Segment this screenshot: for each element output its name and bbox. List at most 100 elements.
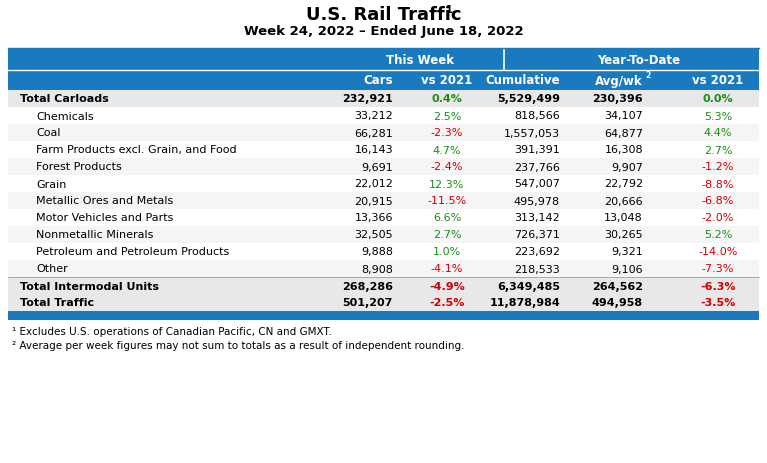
Text: 9,691: 9,691 xyxy=(361,162,393,172)
Text: Other: Other xyxy=(36,264,67,274)
Text: 33,212: 33,212 xyxy=(354,111,393,121)
Text: -4.1%: -4.1% xyxy=(431,264,463,274)
Bar xyxy=(8,193,759,210)
Text: Total Traffic: Total Traffic xyxy=(20,298,94,308)
Text: 232,921: 232,921 xyxy=(342,94,393,104)
Text: 12.3%: 12.3% xyxy=(430,179,465,189)
Text: 16,308: 16,308 xyxy=(604,145,643,155)
Text: 2.5%: 2.5% xyxy=(433,111,461,121)
Text: Avg/wk: Avg/wk xyxy=(595,75,643,88)
Text: 32,505: 32,505 xyxy=(354,230,393,240)
Text: -2.0%: -2.0% xyxy=(702,213,734,223)
Text: 4.7%: 4.7% xyxy=(433,145,461,155)
Text: vs 2021: vs 2021 xyxy=(421,75,472,88)
Text: ² Average per week figures may not sum to totals as a result of independent roun: ² Average per week figures may not sum t… xyxy=(12,340,465,350)
Text: 5.2%: 5.2% xyxy=(704,230,732,240)
Text: -2.3%: -2.3% xyxy=(431,128,463,138)
Text: Metallic Ores and Metals: Metallic Ores and Metals xyxy=(36,196,173,206)
Text: vs 2021: vs 2021 xyxy=(693,75,744,88)
Bar xyxy=(8,260,759,277)
Bar xyxy=(8,159,759,175)
Text: Cars: Cars xyxy=(364,75,393,88)
Text: Grain: Grain xyxy=(36,179,67,189)
Text: 20,666: 20,666 xyxy=(604,196,643,206)
Text: Year-To-Date: Year-To-Date xyxy=(597,53,680,66)
Bar xyxy=(8,294,759,311)
Text: 6,349,485: 6,349,485 xyxy=(497,281,560,291)
Text: 494,958: 494,958 xyxy=(592,298,643,308)
Text: Cumulative: Cumulative xyxy=(486,75,560,88)
Text: 237,766: 237,766 xyxy=(514,162,560,172)
Text: 264,562: 264,562 xyxy=(592,281,643,291)
Text: 495,978: 495,978 xyxy=(514,196,560,206)
Text: Chemicals: Chemicals xyxy=(36,111,94,121)
Text: 30,265: 30,265 xyxy=(604,230,643,240)
Text: 11,878,984: 11,878,984 xyxy=(489,298,560,308)
Bar xyxy=(8,49,759,71)
Bar xyxy=(8,142,759,159)
Text: Nonmetallic Minerals: Nonmetallic Minerals xyxy=(36,230,153,240)
Text: 66,281: 66,281 xyxy=(354,128,393,138)
Text: 64,877: 64,877 xyxy=(604,128,643,138)
Text: 501,207: 501,207 xyxy=(343,298,393,308)
Text: 223,692: 223,692 xyxy=(514,247,560,257)
Text: 0.4%: 0.4% xyxy=(432,94,463,104)
Text: Total Intermodal Units: Total Intermodal Units xyxy=(20,281,159,291)
Text: 9,106: 9,106 xyxy=(611,264,643,274)
Text: 13,366: 13,366 xyxy=(354,213,393,223)
Text: 5,529,499: 5,529,499 xyxy=(497,94,560,104)
Text: 8,908: 8,908 xyxy=(361,264,393,274)
Bar xyxy=(8,108,759,125)
Text: -11.5%: -11.5% xyxy=(427,196,466,206)
Text: Coal: Coal xyxy=(36,128,61,138)
Bar xyxy=(8,311,759,320)
Text: Motor Vehicles and Parts: Motor Vehicles and Parts xyxy=(36,213,173,223)
Text: Forest Products: Forest Products xyxy=(36,162,122,172)
Bar xyxy=(8,277,759,294)
Text: ¹ Excludes U.S. operations of Canadian Pacific, CN and GMXT.: ¹ Excludes U.S. operations of Canadian P… xyxy=(12,326,332,336)
Text: 34,107: 34,107 xyxy=(604,111,643,121)
Bar xyxy=(8,125,759,142)
Text: 16,143: 16,143 xyxy=(354,145,393,155)
Text: 230,396: 230,396 xyxy=(592,94,643,104)
Text: -3.5%: -3.5% xyxy=(700,298,736,308)
Text: 1: 1 xyxy=(446,5,453,15)
Text: 9,907: 9,907 xyxy=(611,162,643,172)
Text: 13,048: 13,048 xyxy=(604,213,643,223)
Text: -8.8%: -8.8% xyxy=(702,179,734,189)
Text: 5.3%: 5.3% xyxy=(704,111,732,121)
Text: 2.7%: 2.7% xyxy=(704,145,732,155)
Text: 1.0%: 1.0% xyxy=(433,247,461,257)
Text: 547,007: 547,007 xyxy=(514,179,560,189)
Text: -1.2%: -1.2% xyxy=(702,162,734,172)
Text: 2: 2 xyxy=(645,71,650,80)
Text: 9,321: 9,321 xyxy=(611,247,643,257)
Text: This Week: This Week xyxy=(386,53,454,66)
Text: 818,566: 818,566 xyxy=(514,111,560,121)
Text: 1,557,053: 1,557,053 xyxy=(504,128,560,138)
Bar xyxy=(8,175,759,193)
Text: U.S. Rail Traffic: U.S. Rail Traffic xyxy=(306,6,461,24)
Text: Week 24, 2022 – Ended June 18, 2022: Week 24, 2022 – Ended June 18, 2022 xyxy=(244,25,523,38)
Text: 2.7%: 2.7% xyxy=(433,230,461,240)
Text: Farm Products excl. Grain, and Food: Farm Products excl. Grain, and Food xyxy=(36,145,237,155)
Bar xyxy=(8,91,759,108)
Bar xyxy=(8,210,759,226)
Bar xyxy=(8,226,759,244)
Text: 391,391: 391,391 xyxy=(514,145,560,155)
Text: Total Carloads: Total Carloads xyxy=(20,94,109,104)
Text: 268,286: 268,286 xyxy=(342,281,393,291)
Text: 9,888: 9,888 xyxy=(361,247,393,257)
Text: -14.0%: -14.0% xyxy=(698,247,738,257)
Bar xyxy=(8,244,759,260)
Text: 20,915: 20,915 xyxy=(354,196,393,206)
Text: 726,371: 726,371 xyxy=(514,230,560,240)
Text: -2.5%: -2.5% xyxy=(430,298,465,308)
Text: 22,792: 22,792 xyxy=(604,179,643,189)
Text: -6.3%: -6.3% xyxy=(700,281,736,291)
Text: -4.9%: -4.9% xyxy=(429,281,465,291)
Text: -6.8%: -6.8% xyxy=(702,196,734,206)
Text: 218,533: 218,533 xyxy=(514,264,560,274)
Text: -2.4%: -2.4% xyxy=(431,162,463,172)
Text: 4.4%: 4.4% xyxy=(704,128,732,138)
